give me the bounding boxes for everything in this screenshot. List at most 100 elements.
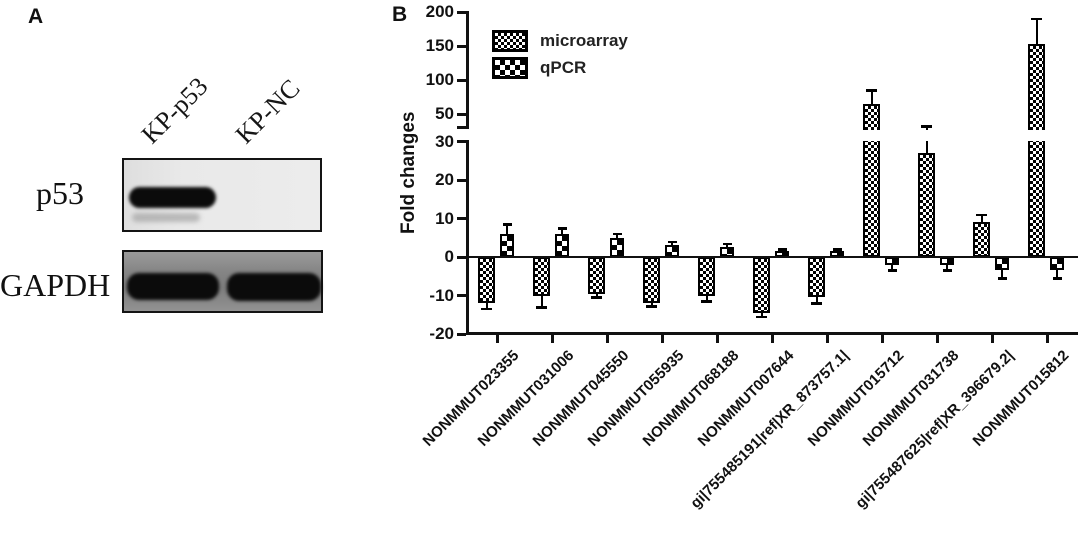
faint-secondary-band: [132, 213, 200, 222]
axis-break-cap: [457, 126, 466, 129]
qpcr-bar: [555, 233, 569, 257]
y-tick: [457, 178, 466, 182]
error-bar-line: [891, 264, 893, 271]
y-tick: [457, 332, 466, 336]
error-bar-cap: [667, 240, 677, 244]
category-label: NONMMUT015812: [969, 347, 1073, 450]
error-bar-cap: [646, 305, 657, 308]
qpcr-bar: [995, 257, 1009, 271]
x-tick: [660, 335, 664, 343]
error-bar-cap: [921, 125, 932, 128]
error-bar-line: [980, 214, 983, 223]
x-tick: [935, 335, 939, 343]
y-tick-label: 150: [425, 36, 454, 55]
legend-item-microarray: microarray: [492, 30, 628, 52]
x-tick: [605, 335, 609, 343]
error-bar-line: [760, 312, 763, 317]
microarray-bar: [643, 257, 660, 304]
microarray-bar: [1028, 43, 1045, 257]
error-bar-cap: [997, 277, 1007, 280]
x-tick: [770, 335, 774, 343]
panel-b-letter: B: [392, 3, 408, 26]
y-tick-label: 0: [444, 247, 454, 266]
category-label: NONMMUT023355: [419, 347, 523, 450]
legend-label-qpcr: qPCR: [540, 58, 587, 77]
microarray-bar: [588, 257, 605, 294]
error-bar-cap: [942, 269, 952, 272]
x-axis-line: [466, 332, 1078, 335]
microarray-bar: [478, 257, 495, 304]
category-label: NONMMUT015712: [804, 347, 908, 450]
microarray-bar: [918, 153, 935, 257]
y-axis-lower-segment: [466, 140, 469, 335]
y-tick-label: 20: [435, 170, 454, 189]
legend-item-qpcr: qPCR: [492, 57, 586, 79]
x-tick: [495, 335, 499, 343]
error-bar-cap: [536, 306, 547, 309]
p53-blot-image: [122, 158, 322, 232]
microarray-bar: [753, 257, 770, 313]
protein-band-p53-kp-p53: [129, 187, 216, 208]
microarray-bar: [808, 257, 825, 298]
qpcr-bar: [500, 233, 514, 257]
category-label: NONMMUT045550: [529, 347, 633, 450]
protein-band-gapdh-kp-nc: [227, 273, 321, 301]
error-bar-line: [540, 295, 543, 308]
legend-label-microarray: microarray: [540, 31, 628, 50]
legend-swatch-microarray: [492, 30, 528, 52]
panel-a-letter: A: [28, 5, 44, 28]
y-tick-label: 50: [435, 104, 454, 123]
error-bar-cap: [887, 269, 897, 272]
y-tick: [457, 140, 466, 143]
y-tick: [457, 217, 466, 220]
error-bar-cap: [612, 232, 622, 236]
error-bar-line: [506, 224, 508, 234]
error-bar-cap: [701, 300, 712, 303]
error-bar-line: [1056, 270, 1058, 279]
legend-swatch-qpcr: [492, 57, 528, 79]
error-bar-cap: [591, 296, 602, 299]
error-bar-line: [616, 233, 618, 238]
y-tick: [457, 44, 466, 48]
error-bar-line: [671, 241, 673, 246]
x-tick: [715, 335, 719, 343]
error-bar-cap: [502, 223, 512, 226]
error-bar-line: [595, 293, 598, 298]
error-bar-line: [946, 264, 948, 271]
error-bar-cap: [481, 307, 492, 311]
error-bar-cap: [832, 248, 842, 251]
category-label: NONMMUT055935: [584, 347, 688, 450]
error-bar-line: [870, 90, 873, 104]
category-label: NONMMUT007644: [694, 347, 798, 450]
error-bar-cap: [722, 242, 732, 246]
zero-baseline: [469, 256, 1078, 258]
y-tick-label: 10: [435, 208, 454, 228]
error-bar-line: [1035, 18, 1038, 44]
y-tick-label: 30: [435, 131, 454, 151]
y-tick: [457, 78, 466, 82]
x-tick: [550, 335, 554, 343]
category-label: NONMMUT068188: [639, 347, 743, 450]
error-bar-line: [561, 228, 563, 234]
y-axis-upper-segment: [466, 11, 469, 129]
error-bar-cap: [976, 213, 987, 217]
error-bar-line: [1001, 270, 1003, 279]
blot-label-p53: p53: [36, 175, 84, 211]
error-bar-line: [726, 243, 728, 248]
x-tick: [990, 335, 994, 343]
error-bar-cap: [1031, 17, 1042, 21]
y-tick-label: -10: [429, 285, 454, 305]
qpcr-bar: [940, 257, 954, 265]
axis-break-gap: [470, 130, 1078, 141]
gapdh-blot-image: [122, 250, 323, 313]
y-tick: [457, 294, 466, 297]
y-tick: [457, 255, 466, 259]
error-bar-cap: [557, 227, 567, 230]
qpcr-bar: [885, 257, 899, 265]
microarray-bar: [973, 222, 990, 257]
error-bar-line: [650, 303, 653, 307]
qpcr-bar: [610, 237, 624, 257]
error-bar-cap: [756, 315, 767, 319]
x-tick: [880, 335, 884, 343]
